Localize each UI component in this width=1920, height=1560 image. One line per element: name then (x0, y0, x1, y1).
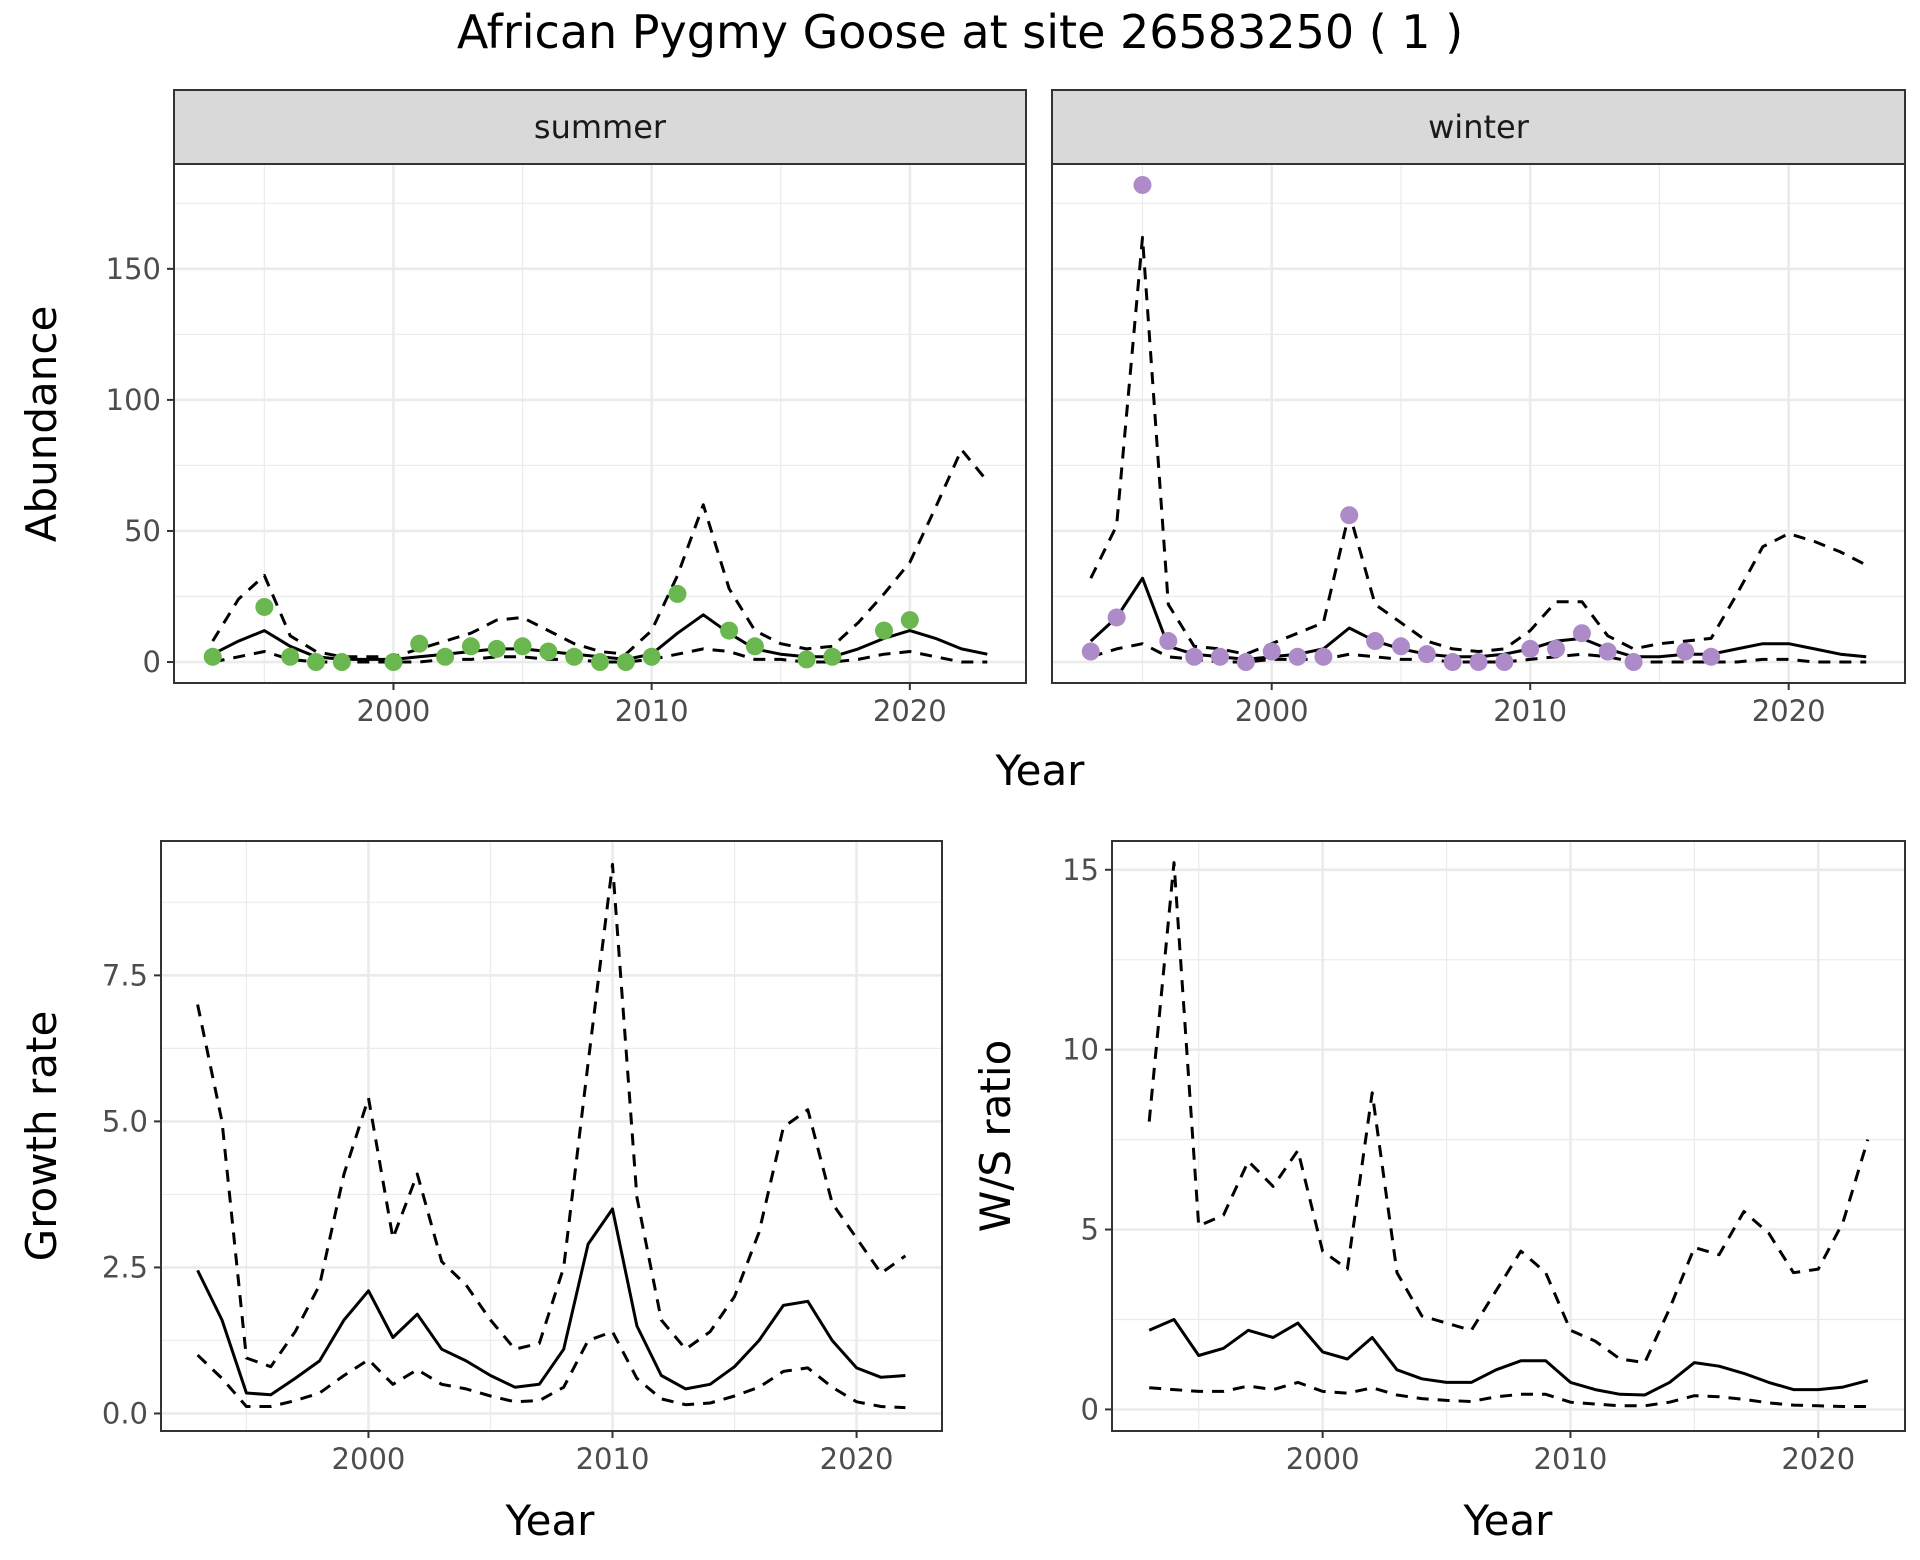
ws_ratio-y-tick-label: 0 (1081, 1392, 1099, 1426)
growth-series-solid-0 (196, 1207, 906, 1397)
abundance-summer-y-tick-label: 50 (124, 514, 161, 548)
abundance-summer-point (591, 653, 609, 672)
growth-x-axis-title: Year (505, 1496, 596, 1545)
ws_ratio-series-solid-0 (1148, 1318, 1869, 1397)
abundance-summer-strip (173, 89, 1027, 165)
abundance-summer-y-tick-label: 0 (143, 645, 161, 679)
abundance-winter-point (1469, 653, 1488, 672)
abundance-summer-x-tick-label: 2000 (357, 694, 431, 728)
abundance-winter-point (1598, 642, 1617, 661)
abundance-summer-point (642, 647, 661, 666)
abundance-x-axis-title: Year (995, 746, 1086, 795)
abundance-summer-point (745, 637, 764, 656)
abundance-winter-series-dashed-1 (1089, 235, 1867, 656)
abundance-winter-strip (1051, 89, 1906, 165)
abundance-summer-point (616, 653, 635, 672)
figure-title: African Pygmy Goose at site 26583250 ( 1… (457, 5, 1463, 59)
abundance-summer-point (720, 621, 739, 640)
abundance-winter-point (1417, 645, 1436, 664)
abundance-winter-point (1366, 632, 1385, 651)
abundance-winter-point (1211, 647, 1230, 666)
abundance-winter-x-tick-label: 2000 (1235, 694, 1309, 728)
abundance-winter-point (1133, 175, 1152, 194)
abundance-summer-series-dashed-1 (211, 448, 989, 659)
ws_ratio-y-tick-label: 10 (1062, 1033, 1099, 1067)
abundance-winter-point (1185, 647, 1204, 666)
growth-series-dashed-2 (196, 1330, 906, 1410)
growth-y-tick-label: 5.0 (102, 1104, 148, 1138)
abundance-winter-point (1547, 639, 1566, 658)
ws_ratio-series-dashed-2 (1149, 1380, 1868, 1408)
abundance-summer-point (461, 637, 480, 656)
growth-x-tick-label: 2020 (820, 1442, 894, 1476)
abundance-winter-point (1288, 647, 1307, 666)
abundance-summer-x-tick-label: 2010 (615, 694, 689, 728)
ws_ratio-y-tick-label: 5 (1081, 1213, 1099, 1247)
growth-y-tick-label: 0.0 (102, 1396, 148, 1430)
abundance-winter-point (1236, 653, 1255, 672)
ws_ratio-y-axis-title: W/S ratio (971, 1040, 1020, 1233)
abundance-summer-point (900, 611, 919, 630)
abundance-winter-strip-label: winter (1428, 108, 1530, 146)
abundance-winter-x-tick-label: 2010 (1493, 694, 1567, 728)
abundance-summer-x-tick-label: 2020 (873, 694, 947, 728)
abundance-summer-point (307, 653, 325, 672)
abundance-y-axis-title: Abundance (17, 306, 66, 543)
abundance-winter-point (1702, 647, 1721, 666)
abundance-summer-point (565, 647, 584, 666)
abundance-summer-point (823, 647, 842, 666)
abundance-summer-point (281, 647, 300, 666)
abundance-winter-point (1159, 632, 1178, 651)
abundance-winter-point (1624, 653, 1643, 672)
ws_ratio-x-tick-label: 2010 (1534, 1442, 1608, 1476)
abundance-summer-point (255, 597, 274, 616)
abundance-summer-panel-border (173, 163, 1027, 684)
abundance-winter-point (1081, 642, 1100, 661)
abundance-winter-point (1572, 624, 1591, 643)
ws_ratio-x-axis-title: Year (1463, 1496, 1554, 1545)
growth-series-dashed-1 (196, 862, 907, 1369)
abundance-winter-point (1391, 637, 1410, 656)
growth-x-tick-label: 2000 (332, 1442, 406, 1476)
ws_ratio-panel-border (1111, 840, 1906, 1432)
ws_ratio-x-tick-label: 2020 (1781, 1442, 1855, 1476)
abundance-winter-point (1676, 642, 1695, 661)
abundance-winter-point (1340, 506, 1359, 525)
abundance-summer-point (203, 647, 222, 666)
abundance-winter-point (1521, 639, 1540, 658)
ws_ratio-series-dashed-1 (1147, 861, 1870, 1365)
abundance-summer-point (487, 639, 506, 658)
abundance-summer-strip-label: summer (534, 108, 667, 146)
abundance-summer-point (668, 584, 687, 603)
abundance-winter-point (1314, 647, 1333, 666)
abundance-winter-x-tick-label: 2020 (1752, 694, 1826, 728)
abundance-summer-point (513, 637, 532, 656)
abundance-winter-point (1495, 653, 1514, 672)
abundance-winter-panel-border (1051, 163, 1906, 684)
ws_ratio-y-tick-label: 15 (1062, 853, 1099, 887)
abundance-summer-y-tick-label: 150 (106, 252, 161, 286)
abundance-summer-point (797, 650, 816, 669)
growth-x-tick-label: 2010 (576, 1442, 650, 1476)
abundance-summer-point (410, 634, 429, 653)
growth-y-tick-label: 7.5 (102, 958, 148, 992)
abundance-summer-point (332, 653, 351, 672)
growth-y-tick-label: 2.5 (102, 1250, 148, 1284)
abundance-summer-point (384, 653, 403, 672)
abundance-summer-point (436, 647, 455, 666)
abundance-winter-point (1107, 608, 1126, 627)
ws_ratio-x-tick-label: 2000 (1286, 1442, 1360, 1476)
abundance-summer-point (539, 642, 558, 661)
abundance-summer-y-tick-label: 100 (106, 383, 161, 417)
abundance-summer-point (875, 621, 893, 640)
abundance-winter-point (1262, 642, 1281, 661)
abundance-winter-point (1443, 653, 1462, 672)
growth-panel-border (160, 840, 943, 1432)
growth-y-axis-title: Growth rate (17, 1011, 66, 1262)
